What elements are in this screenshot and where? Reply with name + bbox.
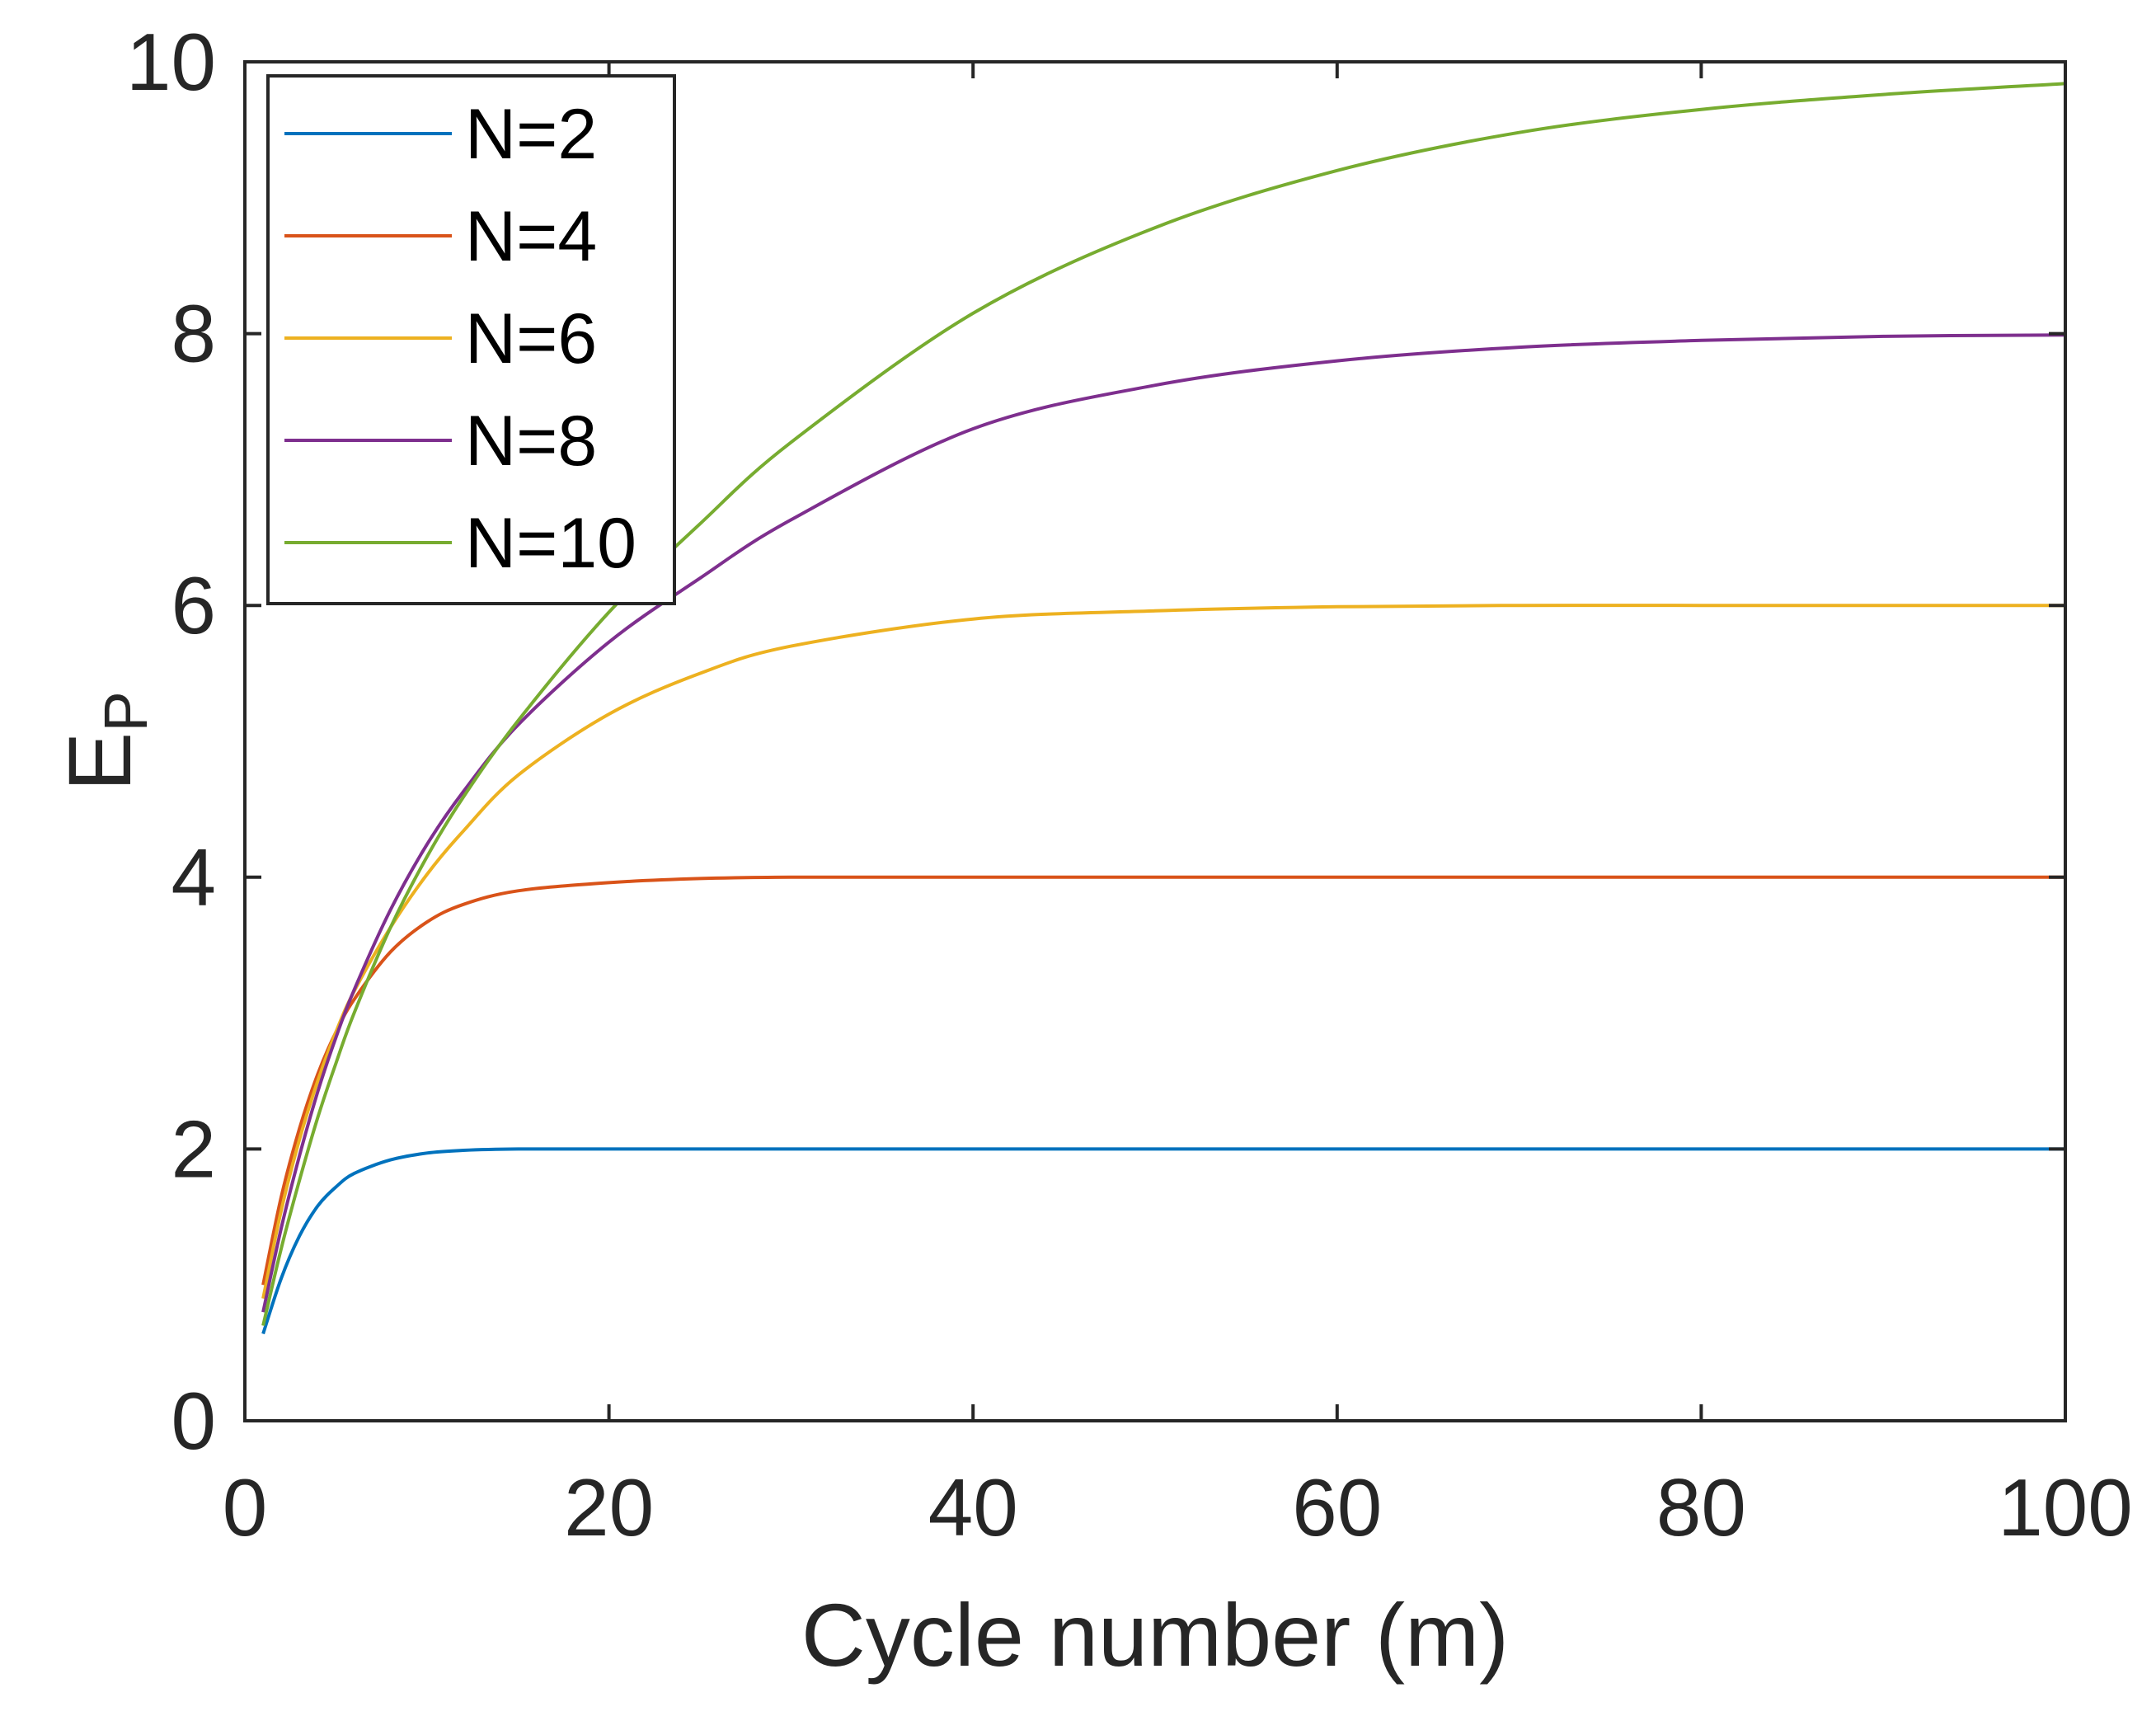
legend-label-n-8: N=8 — [465, 402, 597, 481]
y-tick-label: 0 — [171, 1375, 216, 1466]
series-line-n-8 — [261, 333, 2066, 1313]
series-line-n-6 — [261, 604, 2065, 1300]
series-line-n-2 — [261, 1147, 2065, 1335]
x-tick-label: 100 — [1998, 1462, 2133, 1553]
y-tick-label: 4 — [171, 832, 216, 923]
y-tick-label: 8 — [171, 289, 216, 379]
legend-label-n-2: N=2 — [465, 95, 597, 174]
y-tick-label: 6 — [171, 560, 216, 651]
series-line-n-10 — [261, 82, 2066, 1327]
legend-items: N=2 N=4 N=6 N=8 N=10 — [284, 95, 636, 583]
x-axis: 0 20 40 60 80 100 — [223, 62, 2133, 1553]
y-axis-label-subscript: P — [92, 691, 160, 731]
x-tick-label: 40 — [928, 1462, 1018, 1553]
series-layer — [261, 82, 2066, 1335]
legend-label-n-6: N=6 — [465, 299, 597, 378]
legend: N=2 N=4 N=6 N=8 N=10 — [266, 74, 676, 605]
x-tick-label: 60 — [1292, 1462, 1382, 1553]
x-tick-label: 20 — [564, 1462, 654, 1553]
axes-box — [243, 60, 2067, 1422]
x-tick-label: 0 — [223, 1462, 268, 1553]
legend-label-n-10: N=10 — [465, 504, 636, 583]
y-tick-label: 2 — [171, 1103, 216, 1194]
x-axis-label: Cycle number (m) — [801, 1585, 1509, 1685]
y-axis-label-main: E — [49, 732, 149, 792]
y-tick-label: 10 — [126, 16, 216, 107]
x-tick-label: 80 — [1656, 1462, 1746, 1553]
y-axis: 0 2 4 6 8 10 — [126, 16, 2065, 1466]
y-axis-label: EP — [49, 691, 160, 791]
legend-label-n-4: N=4 — [465, 197, 597, 276]
